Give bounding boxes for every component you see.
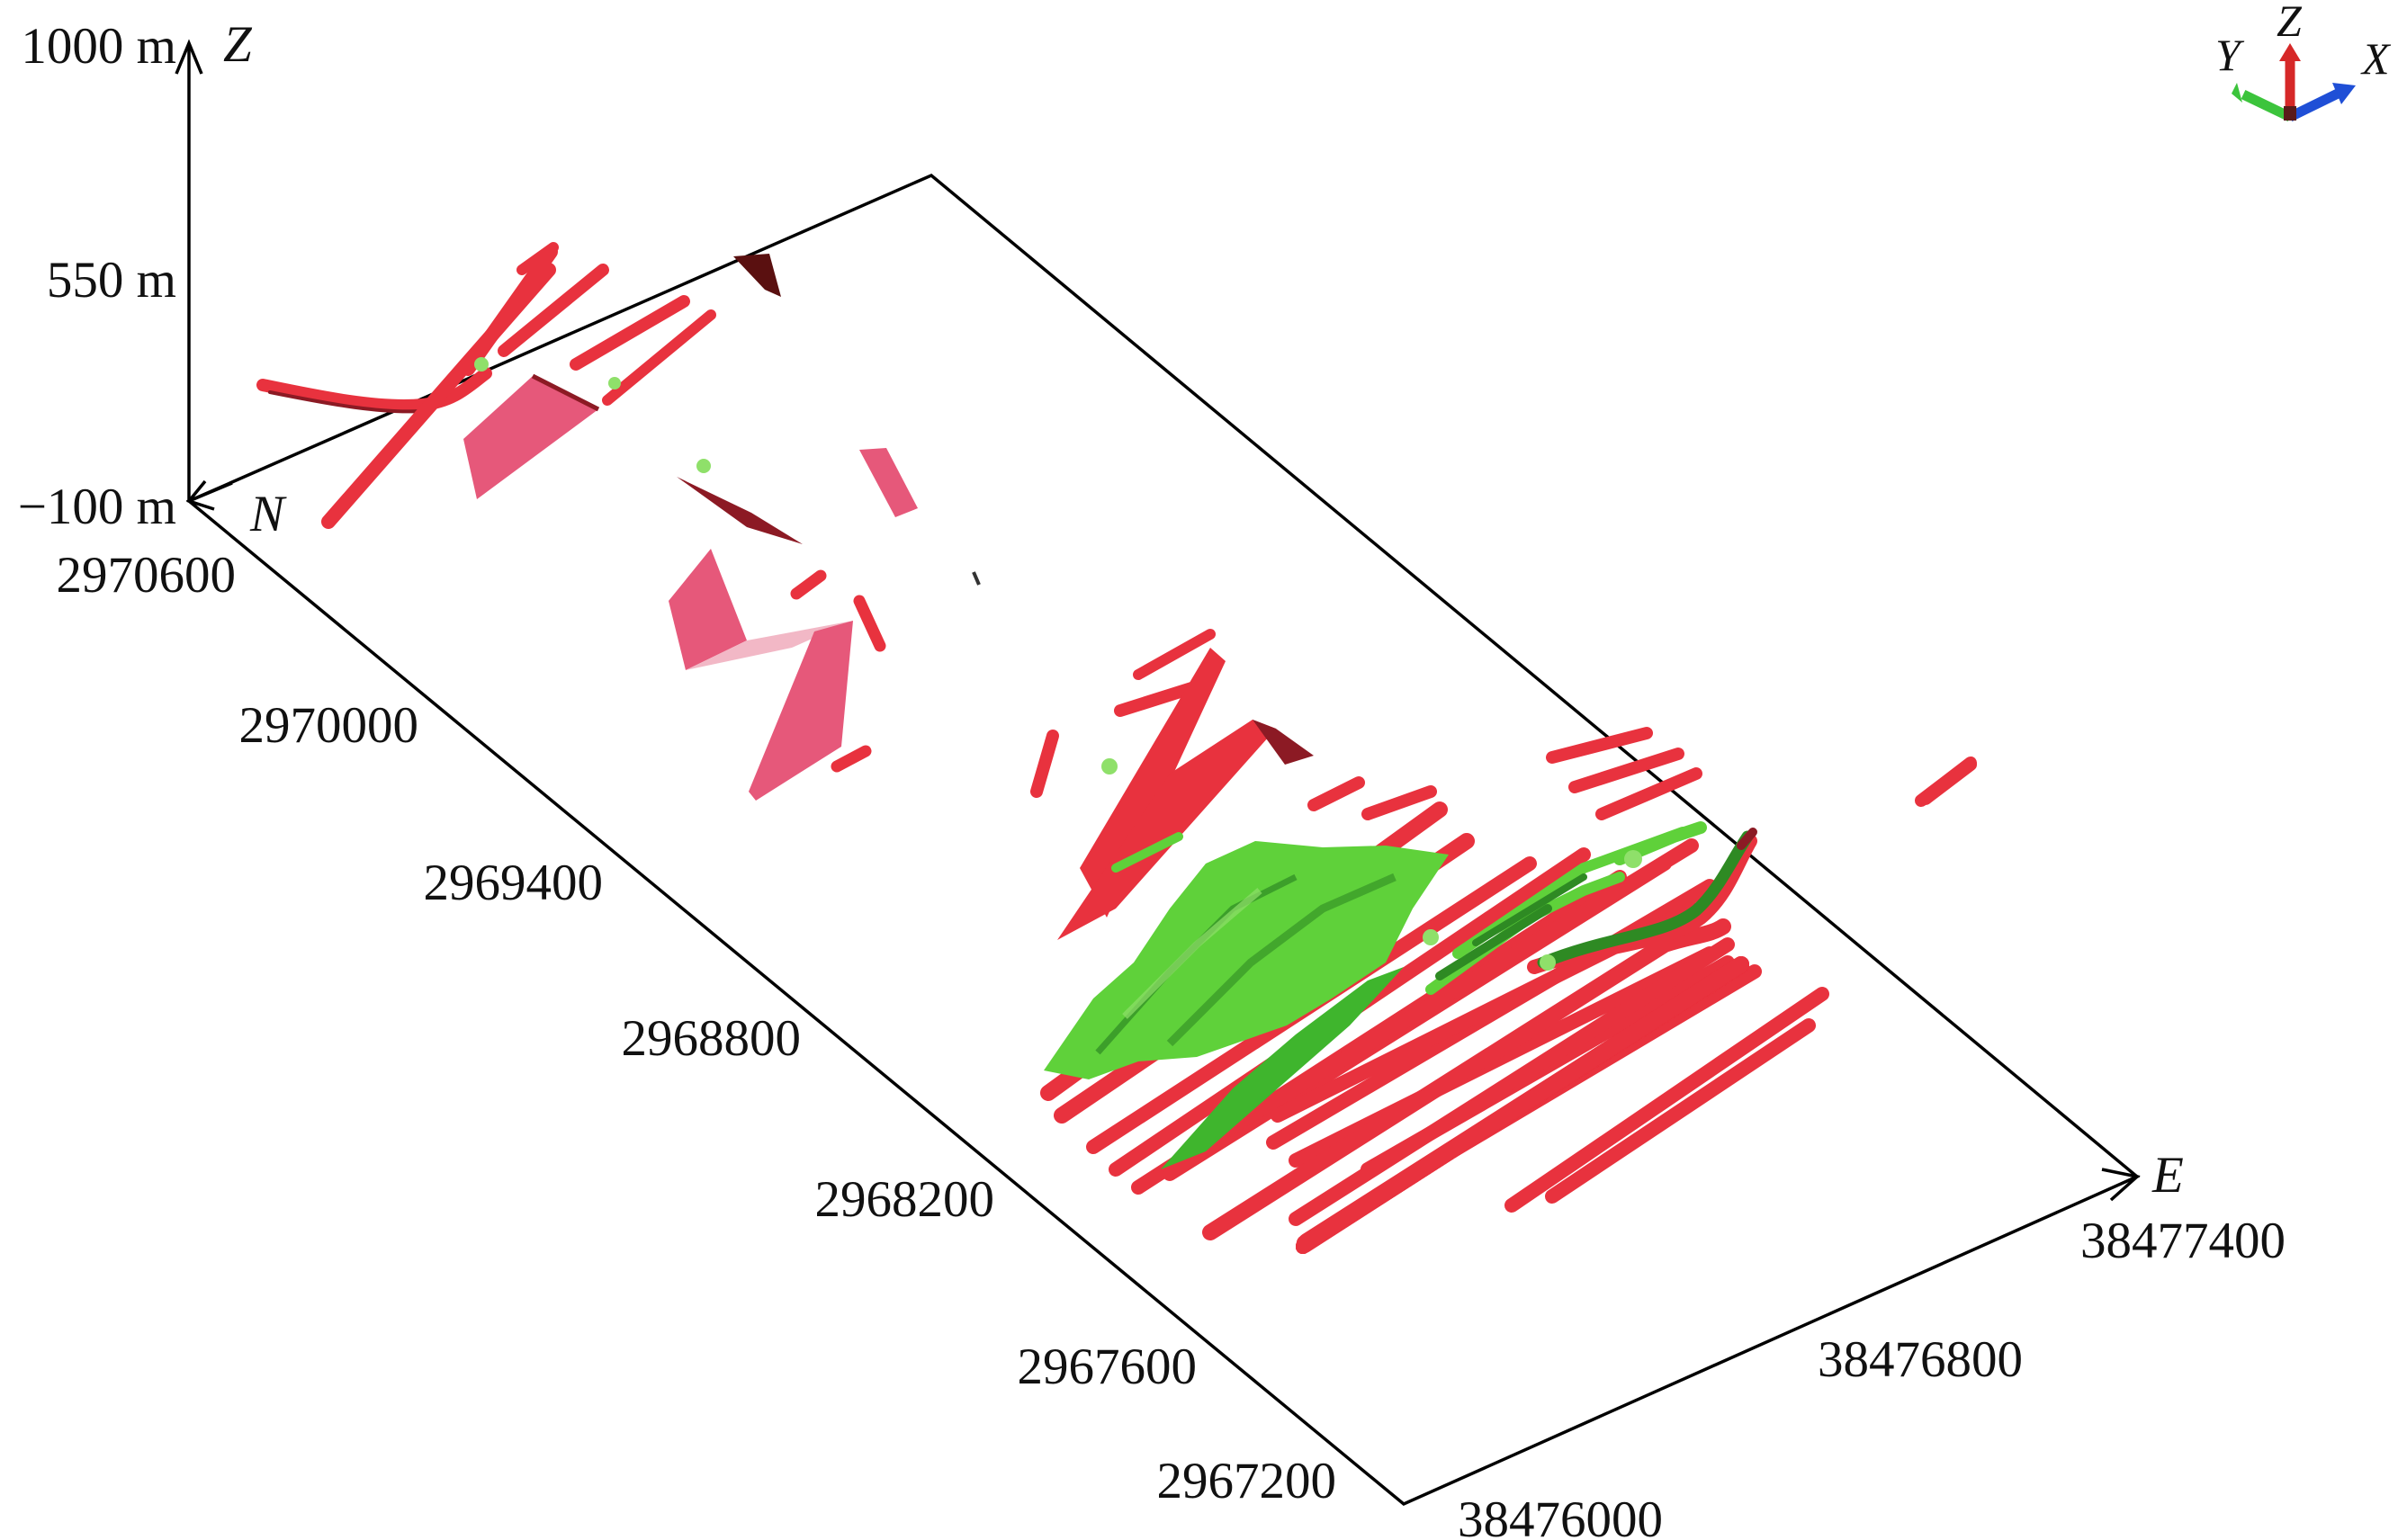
orebody-central-pink-block [859, 448, 918, 517]
orebody-nw-slab [463, 376, 598, 499]
orebody-central-short-vein-3 [831, 745, 872, 773]
orebody-se-vein-8 [1595, 767, 1702, 820]
orebody-se-far-vein-1 [1504, 987, 1829, 1213]
orebody-se-curved-dark-tip [1737, 828, 1757, 850]
orebodies-northwest [256, 242, 781, 529]
orebody-central-short-vein-1 [790, 569, 827, 600]
orebody-se-green-spot-3 [1540, 954, 1556, 971]
orebody-nw-vein-2 [461, 245, 558, 376]
orebody-se-curved-green [1537, 830, 1754, 969]
orebody-nw-vein-3 [498, 264, 609, 357]
z-axis: Z 1000 m 550 m −100 m [18, 16, 253, 535]
orebody-se-green-thin-1 [1111, 832, 1183, 873]
orebody-se-wedge-2 [1057, 720, 1276, 940]
z-tick-label-minus100: −100 m [18, 479, 176, 535]
orebody-se-wedge [1080, 648, 1226, 918]
east-tick-label-38476800: 38476800 [1818, 1331, 2023, 1388]
orebody-central-green-spot [696, 459, 711, 473]
orebody-se-vein-5 [1361, 785, 1437, 820]
orebody-se-vein-7 [1568, 748, 1684, 793]
triad-y-arrowhead [2232, 83, 2242, 103]
north-axis-arrowhead [186, 479, 215, 511]
z-axis-arrowhead [175, 39, 203, 75]
triad-origin [2284, 106, 2296, 121]
orebody-central-pink-block-3 [749, 621, 853, 801]
orebody-central-light-pink-face [686, 621, 853, 670]
orebody-central-thin-lens [677, 477, 803, 544]
orebody-se-green-spot-4 [1624, 850, 1642, 868]
orientation-triad-icon: Z Y X [2215, 0, 2392, 121]
orebody-se-vein-1 [1030, 730, 1059, 798]
orebody-se-green-spot-1 [1101, 758, 1118, 774]
orebody-se-lowest-vein-2 [1297, 956, 1749, 1251]
orebody-nw-green-spot-2 [608, 377, 621, 389]
north-tick-label-2970000: 2970000 [239, 697, 419, 754]
orebody-nw-curve [256, 367, 492, 412]
orebody-east-isolated-vein [1919, 758, 1977, 805]
orebody-nw-green-spot-1 [474, 357, 489, 372]
triad-x-arrow [2287, 89, 2340, 121]
north-tick-label-2967600: 2967600 [1018, 1339, 1198, 1395]
triad-y-label: Y [2215, 30, 2245, 80]
orebody-se-long-vein-3 [1289, 937, 1735, 1226]
triad-y-arrow [2241, 90, 2293, 121]
orebody-central-short-vein-2 [853, 595, 886, 652]
orebody-se-far-vein-2 [1545, 1018, 1816, 1204]
north-tick-label-2970600: 2970600 [57, 547, 237, 604]
orebody-nw-vein-4 [570, 295, 690, 371]
east-tick-label-38477400: 38477400 [2080, 1213, 2286, 1269]
triad-x-arrowhead [2332, 83, 2356, 104]
orebody-se-green-shade-2 [1166, 873, 1397, 1047]
triad-z-label: Z [2277, 0, 2303, 46]
orebodies-central [669, 448, 981, 801]
east-axis-arrowhead [2101, 1168, 2141, 1202]
orebody-se-dark-wedge [1253, 720, 1314, 765]
orebody-se-green-shade-3 [1122, 887, 1262, 1019]
north-axis: N 2970600 2970000 2969400 2968800 296820… [57, 479, 1337, 1509]
north-tick-label-2968800: 2968800 [622, 1010, 802, 1067]
orebody-se-green-lower-lens [1161, 967, 1404, 1169]
orebody-se-vein-3 [1133, 629, 1216, 680]
orebody-se-green-thin-5 [1472, 873, 1587, 946]
orebody-se-green-spot-2 [1423, 929, 1439, 945]
east-axis-name: E [2151, 1147, 2184, 1204]
east-axis: E 38476000 38476800 38477400 [1458, 1147, 2286, 1540]
north-axis-line [188, 481, 233, 503]
orebody-nw-slab-edge [531, 373, 600, 412]
z-axis-name: Z [223, 16, 253, 73]
orebodies-southeast [1030, 629, 1977, 1254]
north-tick-label-2968200: 2968200 [815, 1171, 995, 1228]
triad-z-arrowhead [2279, 43, 2301, 61]
orebody-nw-vein-5 [602, 309, 716, 406]
orebody-se-vein-6 [1546, 727, 1653, 764]
orebody-nw-vein-6 [516, 242, 559, 275]
orebody-nw-curve-shadow [268, 390, 434, 414]
triad-x-label: X [2360, 33, 2392, 84]
orebody-se-green-thin-3 [1435, 904, 1552, 980]
orebody-central-pink-block-2 [669, 549, 747, 670]
orebody-se-vein-4 [1307, 776, 1365, 811]
north-axis-name: N [249, 486, 287, 542]
orebody-central-dark-dot [972, 571, 981, 586]
z-tick-label-1000: 1000 m [21, 18, 176, 75]
z-tick-label-550: 550 m [47, 252, 176, 309]
east-tick-label-38476000: 38476000 [1458, 1491, 1663, 1540]
orebody-se-long-vein-1 [1202, 918, 1731, 1240]
north-tick-label-2969400: 2969400 [424, 855, 604, 911]
orebody-se-parallel-7 [1185, 838, 1699, 1159]
north-tick-label-2967200: 2967200 [1157, 1453, 1337, 1509]
orebody-nw-dark-chip [733, 254, 781, 297]
